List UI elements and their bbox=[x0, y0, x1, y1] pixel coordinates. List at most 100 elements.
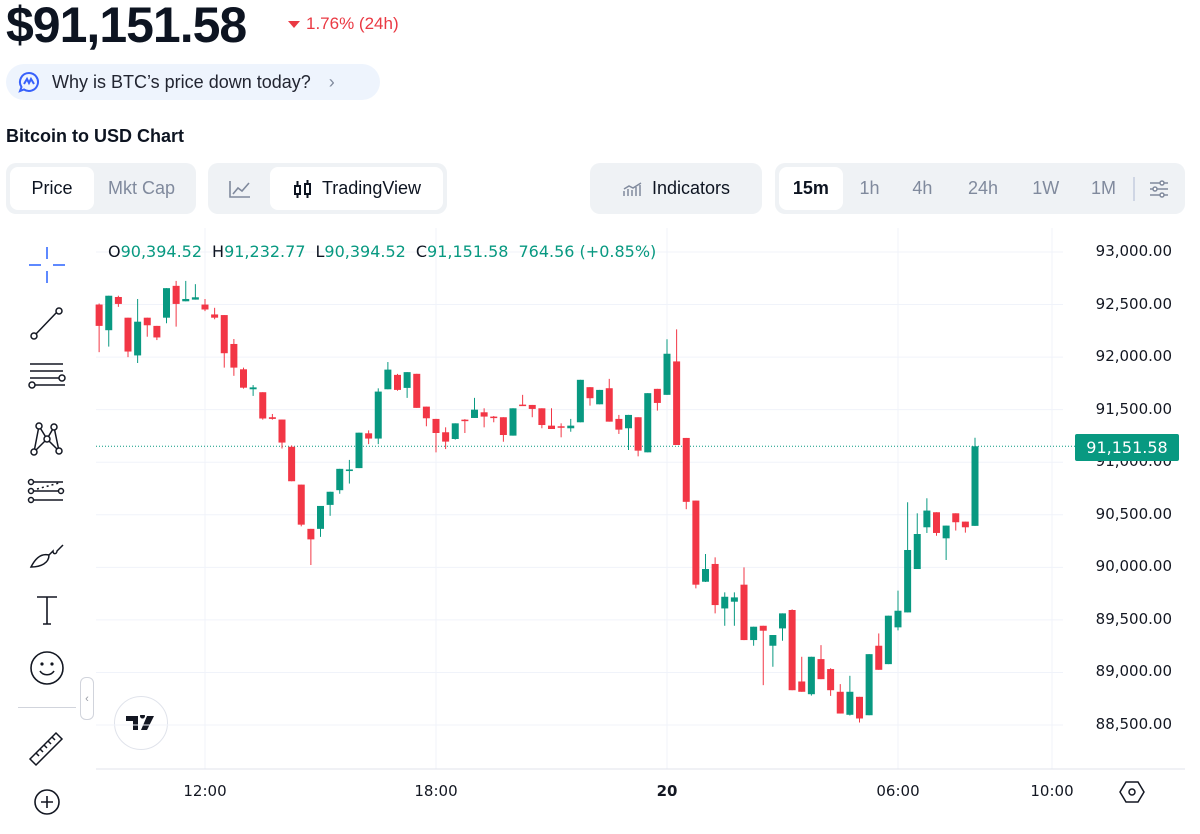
candle-down bbox=[288, 446, 296, 482]
candle-up bbox=[317, 505, 324, 529]
candle-up bbox=[644, 393, 652, 453]
collapse-toolbar-button[interactable]: ‹ bbox=[80, 677, 94, 720]
high-label: H bbox=[212, 242, 225, 261]
candle-up bbox=[769, 635, 777, 646]
candle-down bbox=[605, 388, 613, 422]
time-tick-label: 12:00 bbox=[183, 782, 227, 800]
zoom-in-icon bbox=[34, 789, 60, 815]
tab-mkt-cap[interactable]: Mkt Cap bbox=[108, 178, 176, 198]
indicators-button[interactable]: Indicators bbox=[610, 167, 742, 210]
time-tick-label: 18:00 bbox=[414, 782, 458, 800]
candle-down bbox=[827, 669, 835, 691]
candle-down bbox=[461, 419, 469, 422]
data-type-toggle: Price Mkt Cap bbox=[6, 163, 196, 214]
candle-up bbox=[326, 491, 334, 505]
why-link-text: Why is BTC’s price down today? bbox=[52, 71, 311, 92]
chart-settings-button[interactable] bbox=[1137, 167, 1181, 210]
range-1h[interactable]: 1h bbox=[859, 178, 880, 198]
sliders-icon bbox=[1150, 179, 1169, 198]
range-1w[interactable]: 1W bbox=[1032, 178, 1060, 198]
candle-up bbox=[913, 534, 921, 570]
candle-up bbox=[134, 321, 142, 356]
price-change: 1.76% (24h) bbox=[288, 14, 399, 34]
chevron-right-icon: › bbox=[328, 71, 335, 92]
candle-up bbox=[702, 569, 709, 582]
close-label: C bbox=[415, 242, 428, 261]
emoji-icon bbox=[30, 651, 64, 685]
brush-icon bbox=[29, 544, 64, 568]
trend-line-tool[interactable] bbox=[27, 303, 67, 343]
candle-down bbox=[673, 361, 681, 445]
candle-down bbox=[798, 681, 806, 692]
horizontal-lines-icon bbox=[28, 363, 66, 389]
tab-price[interactable]: Price bbox=[10, 167, 94, 210]
range-4h[interactable]: 4h bbox=[912, 178, 933, 198]
candle-down bbox=[124, 317, 132, 352]
candle-up bbox=[904, 549, 912, 613]
trend-line-icon bbox=[30, 307, 63, 340]
price-tick-label: 90,500.00 bbox=[1095, 504, 1172, 523]
indicators-icon bbox=[623, 181, 642, 196]
candle-down bbox=[365, 433, 373, 439]
current-price: $91,151.58 bbox=[6, 0, 247, 53]
candle-up bbox=[191, 297, 199, 300]
tradingview-logo[interactable] bbox=[114, 696, 168, 750]
price-tick-label: 88,500.00 bbox=[1095, 714, 1172, 733]
range-15m[interactable]: 15m bbox=[779, 167, 843, 210]
fib-tool[interactable] bbox=[27, 475, 67, 515]
line-chart-button[interactable] bbox=[212, 167, 268, 210]
candle-up bbox=[345, 469, 353, 472]
brush-tool[interactable] bbox=[27, 533, 67, 573]
fib-icon bbox=[27, 478, 65, 504]
text-tool[interactable] bbox=[27, 591, 67, 631]
candle-down bbox=[952, 513, 960, 523]
crosshair-icon bbox=[29, 247, 65, 283]
candle-down bbox=[499, 417, 507, 435]
emoji-tool[interactable] bbox=[27, 648, 67, 688]
candle-down bbox=[490, 416, 498, 419]
candle-down bbox=[817, 659, 825, 680]
chevron-left-icon: ‹ bbox=[85, 692, 89, 705]
candle-up bbox=[384, 369, 392, 390]
price-tick-label: 91,500.00 bbox=[1095, 399, 1172, 418]
crosshair-tool[interactable] bbox=[27, 245, 67, 285]
candle-down bbox=[653, 388, 661, 403]
horizontal-lines-tool[interactable] bbox=[27, 358, 67, 398]
candle-up bbox=[576, 379, 584, 423]
candle-down bbox=[394, 374, 401, 390]
candle-up bbox=[355, 432, 363, 469]
divider bbox=[1133, 176, 1136, 201]
candle-up bbox=[163, 288, 170, 318]
chart-settings-hex-button[interactable] bbox=[1119, 780, 1145, 809]
candle-down bbox=[856, 696, 863, 719]
candle-down bbox=[634, 417, 642, 451]
candle-down bbox=[220, 315, 228, 354]
range-1m[interactable]: 1M bbox=[1090, 178, 1116, 198]
candle-down bbox=[615, 418, 623, 430]
price-tick-label: 89,000.00 bbox=[1095, 662, 1172, 681]
candle-up bbox=[403, 372, 411, 388]
low-label: L bbox=[315, 242, 325, 261]
time-tick-label: 06:00 bbox=[876, 782, 920, 800]
open-value: 90,394.52 bbox=[120, 242, 203, 261]
zoom-in-tool[interactable] bbox=[27, 784, 67, 824]
candle-down bbox=[307, 528, 315, 540]
candle-down bbox=[586, 387, 594, 399]
candle-down bbox=[230, 343, 238, 368]
candle-up bbox=[625, 414, 632, 429]
range-24h[interactable]: 24h bbox=[968, 178, 999, 198]
price-tick-label: 92,500.00 bbox=[1095, 294, 1172, 313]
price-tick-label: 93,000.00 bbox=[1095, 242, 1172, 260]
legend-open: O90,394.52 bbox=[108, 242, 202, 261]
indicators-label: Indicators bbox=[651, 178, 731, 198]
tradingview-button[interactable]: TradingView bbox=[270, 167, 443, 210]
ohlc-legend: O90,394.52 H91,232.77 L90,394.52 C91,151… bbox=[108, 242, 656, 261]
candle-down bbox=[759, 625, 767, 631]
candle-up bbox=[942, 525, 950, 539]
toolbar-divider bbox=[18, 707, 76, 708]
indicators-group: Indicators bbox=[590, 163, 762, 214]
why-price-down-link[interactable]: Why is BTC’s price down today? › bbox=[6, 64, 380, 100]
ruler-tool[interactable] bbox=[27, 728, 67, 768]
pattern-tool[interactable] bbox=[27, 417, 67, 457]
